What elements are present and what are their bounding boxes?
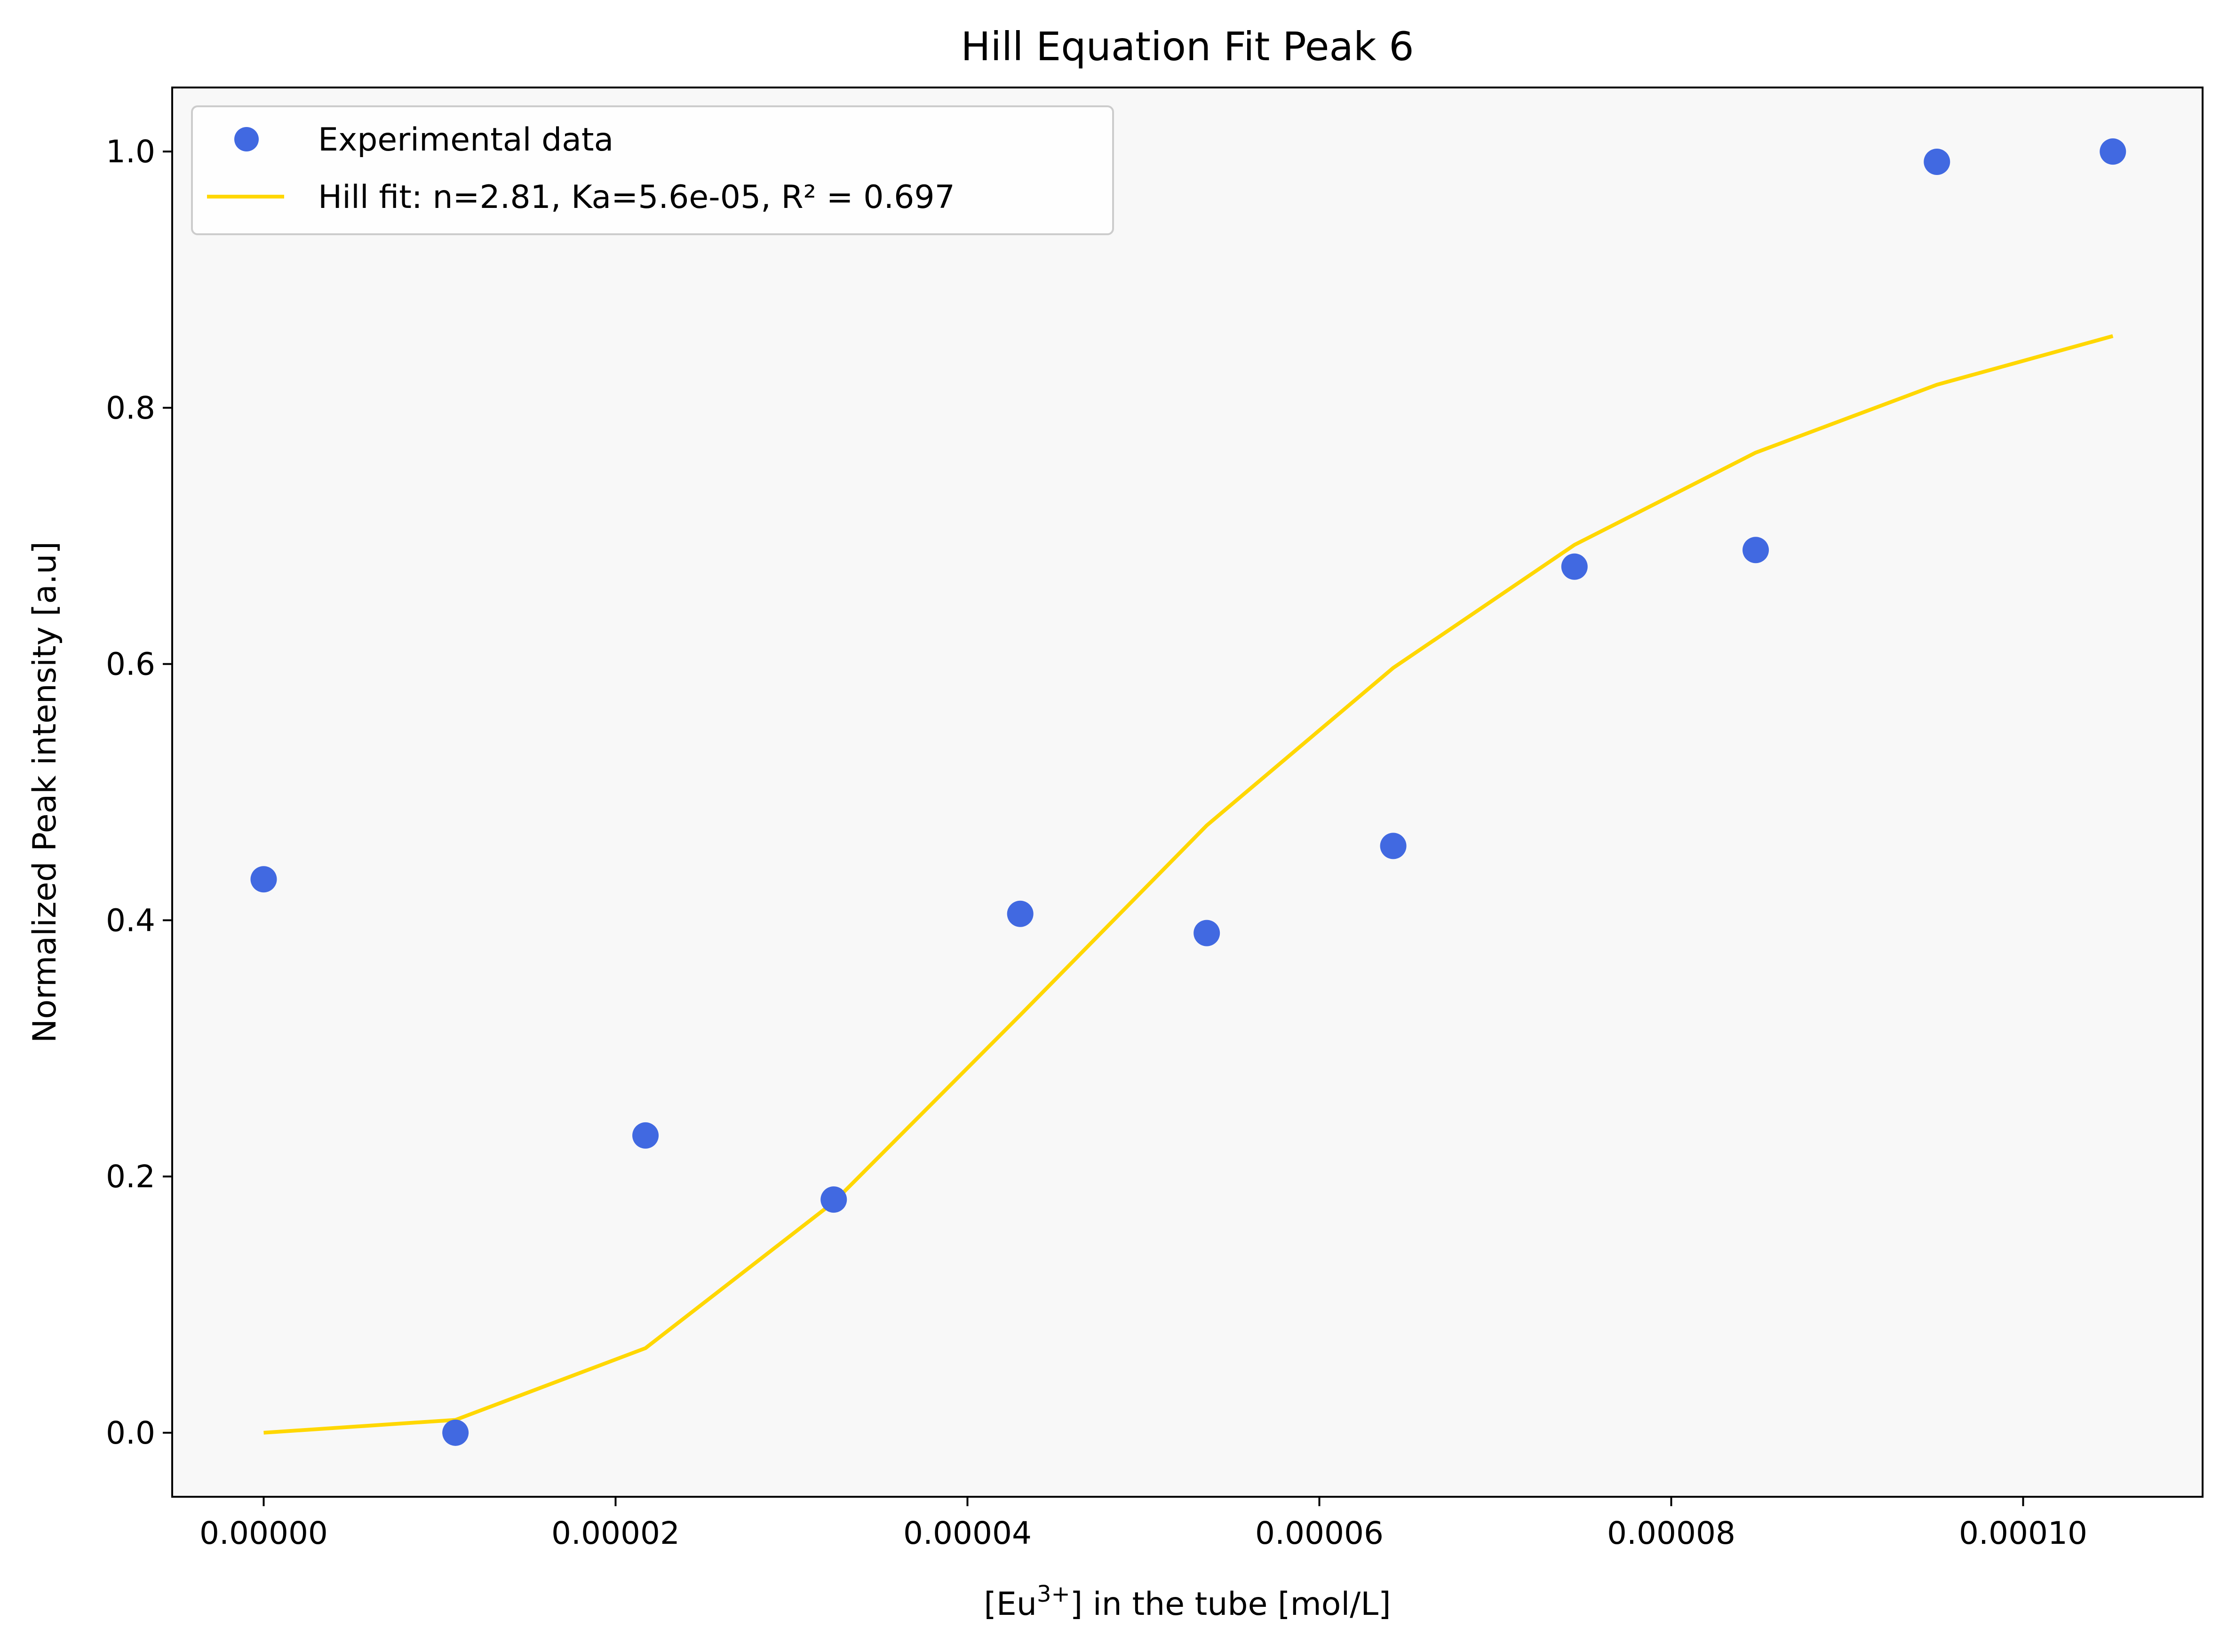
y-tick-label: 0.2 (106, 1159, 155, 1195)
data-point (1380, 833, 1407, 859)
y-tick-label: 0.4 (106, 902, 155, 938)
legend-label-hill-fit: Hill fit: n=2.81, Ka=5.6e-05, R² = 0.697 (318, 179, 955, 216)
x-tick-label: 0.00002 (551, 1515, 680, 1551)
x-axis: 0.00000 0.00002 0.00004 0.00006 0.00008 0.000… (199, 1497, 2087, 1551)
y-tick-label: 1.0 (106, 134, 155, 170)
plot-frame (171, 87, 2204, 1498)
experimental-data-series (250, 138, 2126, 1446)
y-tick-label: 0.8 (106, 390, 155, 426)
x-tick-label: 0.00008 (1607, 1515, 1735, 1551)
hill-fit-line (263, 334, 2114, 1435)
x-tick-label: 0.00010 (1959, 1515, 2087, 1551)
data-point (1924, 148, 1950, 175)
fit-line-series (263, 334, 2114, 1435)
y-tick-label: 0.0 (106, 1415, 155, 1451)
data-point (2100, 138, 2126, 165)
x-axis-label-suffix: ] in the tube [mol/L] (1070, 1586, 1391, 1623)
data-point (1561, 553, 1588, 580)
x-tick-label: 0.00000 (199, 1515, 328, 1551)
chart-title: Hill Equation Fit Peak 6 (961, 24, 1414, 70)
data-point (820, 1186, 847, 1213)
data-point (1743, 537, 1769, 564)
y-axis-label: Normalized Peak intensity [a.u] (26, 541, 64, 1043)
x-axis-label: [Eu3+] in the tube [mol/L] (984, 1581, 1391, 1623)
x-tick-label: 0.00006 (1255, 1515, 1384, 1551)
data-point (1007, 900, 1034, 927)
y-axis: 0.0 0.2 0.4 0.6 0.8 1.0 (106, 134, 172, 1451)
x-axis-label-superscript: 3+ (1037, 1581, 1070, 1607)
data-point (632, 1122, 659, 1149)
x-axis-label-prefix: [Eu (984, 1586, 1037, 1623)
legend-label-experimental-data: Experimental data (318, 121, 613, 159)
legend-box (191, 105, 1114, 235)
data-point (250, 866, 277, 893)
plot-area (172, 87, 2203, 1497)
y-tick-label: 0.6 (106, 646, 155, 683)
data-point (442, 1419, 469, 1446)
data-point (1194, 920, 1220, 946)
x-tick-label: 0.00004 (903, 1515, 1032, 1551)
legend-marker-experimental-data (234, 127, 259, 151)
legend: Experimental data Hill fit: n=2.81, Ka=5… (191, 105, 1114, 235)
